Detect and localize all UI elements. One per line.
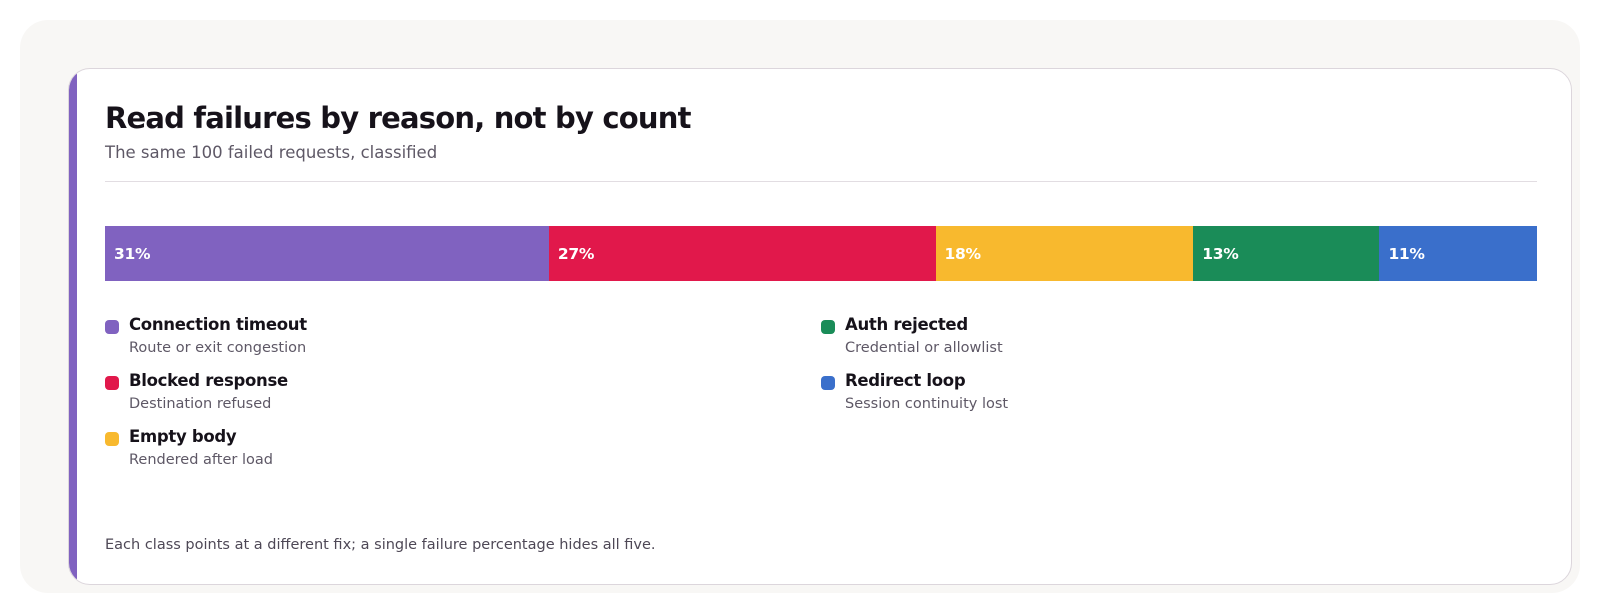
legend-swatch-auth-rejected: [821, 320, 835, 334]
bar-segment-redirect-loop: 11%: [1379, 226, 1537, 281]
legend-swatch-connection-timeout: [105, 320, 119, 334]
legend-name-connection-timeout: Connection timeout: [129, 315, 307, 334]
bar-segment-empty-body: 18%: [935, 226, 1194, 281]
stacked-bar: 31% 27% 18% 13% 11%: [105, 226, 1537, 281]
segment-label-connection-timeout: 31%: [114, 244, 151, 263]
legend-name-blocked-response: Blocked response: [129, 371, 288, 390]
legend: Connection timeout Route or exit congesti…: [105, 314, 1537, 482]
bar-segment-blocked-response: 27%: [548, 226, 936, 281]
legend-item-empty-body: Empty body Rendered after load: [105, 426, 821, 482]
legend-swatch-empty-body: [105, 432, 119, 446]
legend-name-auth-rejected: Auth rejected: [845, 315, 968, 334]
bar-segment-auth-rejected: 13%: [1193, 226, 1380, 281]
legend-desc-redirect-loop: Session continuity lost: [845, 396, 1009, 412]
page-backdrop: Read failures by reason, not by count Th…: [20, 20, 1580, 593]
legend-item-blocked-response: Blocked response Destination refused: [105, 370, 821, 426]
legend-desc-auth-rejected: Credential or allowlist: [845, 340, 1003, 356]
legend-name-empty-body: Empty body: [129, 427, 237, 446]
segment-label-blocked-response: 27%: [557, 244, 595, 263]
legend-swatch-redirect-loop: [821, 376, 835, 390]
chart-subtitle: The same 100 failed requests, classified: [105, 143, 438, 162]
accent-bar: [69, 69, 77, 584]
legend-item-connection-timeout: Connection timeout Route or exit congesti…: [105, 314, 821, 370]
legend-desc-empty-body: Rendered after load: [129, 452, 273, 468]
segment-label-redirect-loop: 11%: [1388, 244, 1425, 263]
legend-name-redirect-loop: Redirect loop: [845, 371, 966, 390]
chart-title: Read failures by reason, not by count: [105, 101, 691, 135]
segment-label-empty-body: 18%: [944, 244, 982, 263]
legend-item-redirect-loop: Redirect loop Session continuity lost: [821, 370, 1537, 426]
legend-desc-blocked-response: Destination refused: [129, 396, 272, 412]
legend-swatch-blocked-response: [105, 376, 119, 390]
legend-item-auth-rejected: Auth rejected Credential or allowlist: [821, 314, 1537, 370]
header-divider: [105, 181, 1537, 182]
legend-desc-connection-timeout: Route or exit congestion: [129, 340, 307, 356]
footnote: Each class points at a different fix; a …: [105, 537, 656, 553]
chart-card: Read failures by reason, not by count Th…: [68, 68, 1572, 585]
bar-segment-connection-timeout: 31%: [105, 226, 549, 281]
segment-label-auth-rejected: 13%: [1202, 244, 1239, 263]
